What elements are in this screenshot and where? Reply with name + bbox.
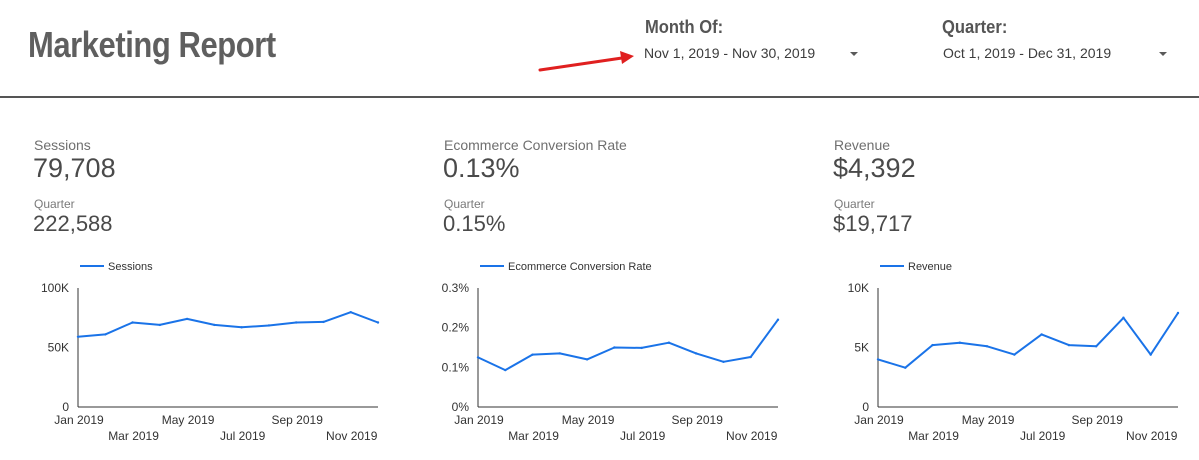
data-point (667, 341, 671, 344)
x-tick-label: Jul 2019 (220, 429, 266, 443)
kpi-sublabel: Quarter (834, 197, 875, 211)
kpi-value: 0.13% (443, 153, 520, 183)
data-point (349, 310, 352, 314)
data-point (213, 323, 216, 327)
data-point (240, 326, 243, 329)
sessions-line-chart: Sessions 0 50K 100K Jan 2019 Mar 2019 May 2019… (20, 250, 390, 455)
data-point (1149, 353, 1152, 356)
kpi-sublabel: Quarter (34, 197, 75, 211)
data-point (613, 346, 616, 349)
series-line (477, 319, 779, 372)
kpi-value: 79,708 (33, 153, 116, 183)
x-tick-label: Jan 2019 (54, 413, 104, 427)
data-point (749, 355, 752, 359)
data-point (504, 368, 507, 372)
page-title: Marketing Report (28, 24, 276, 65)
data-point (322, 320, 325, 324)
annotation-arrow-icon (538, 51, 634, 72)
data-point (958, 341, 962, 344)
data-point (158, 323, 162, 327)
x-tick-label: May 2019 (562, 413, 615, 427)
data-point (1067, 343, 1071, 347)
x-tick-label: Nov 2019 (1126, 429, 1178, 443)
x-tick-label: Jan 2019 (854, 413, 904, 427)
month-filter-dropdown[interactable]: Nov 1, 2019 - Nov 30, 2019 (640, 42, 865, 66)
quarter-filter-dropdown[interactable]: Oct 1, 2019 - Dec 31, 2019 (940, 42, 1170, 66)
chevron-down-icon (1159, 52, 1167, 56)
quarter-filter-value: Oct 1, 2019 - Dec 31, 2019 (943, 45, 1112, 61)
month-filter-value: Nov 1, 2019 - Nov 30, 2019 (644, 45, 816, 61)
data-point (76, 335, 80, 338)
conversion-rate-chart-svg: Ecommerce Conversion Rate 0% 0.1% 0.2% 0.3% J… (442, 261, 780, 443)
x-tick-label: May 2019 (962, 413, 1015, 427)
quarter-filter-label: Quarter: (942, 17, 1008, 37)
x-tick-label: Sep 2019 (1071, 413, 1123, 427)
kpi-subvalue: 0.15% (443, 211, 506, 236)
kpi-sublabel: Quarter (444, 197, 485, 211)
kpi-value: $4,392 (833, 153, 916, 183)
x-tick-label: Nov 2019 (326, 429, 378, 443)
data-point (1094, 345, 1098, 348)
legend-label: Ecommerce Conversion Rate (508, 261, 652, 273)
data-point (1013, 353, 1016, 356)
y-tick-label: 10K (848, 281, 869, 295)
y-tick-label: 0.1% (442, 360, 470, 374)
kpi-label: Ecommerce Conversion Rate (444, 137, 627, 153)
y-tick-label: 100K (41, 281, 69, 295)
kpi-subvalue: 222,588 (33, 211, 113, 236)
data-point (476, 356, 480, 359)
data-point (267, 324, 271, 327)
data-point (185, 317, 189, 321)
legend-label: Sessions (108, 261, 153, 273)
data-point (131, 321, 134, 324)
y-tick-label: 0% (452, 400, 470, 414)
data-point (558, 352, 562, 355)
month-filter-label: Month Of: (645, 17, 724, 37)
data-point (640, 346, 643, 350)
kpi-label: Revenue (834, 137, 891, 153)
series-line (877, 312, 1179, 369)
y-tick-label: 0 (62, 400, 69, 414)
x-tick-label: Jul 2019 (620, 429, 666, 443)
kpi-subvalue: $19,717 (833, 211, 913, 236)
x-tick-label: Mar 2019 (108, 429, 159, 443)
kpi-label: Sessions (34, 137, 91, 153)
data-point (904, 366, 907, 369)
data-point (585, 358, 589, 361)
data-point (694, 352, 698, 355)
x-tick-label: Sep 2019 (671, 413, 723, 427)
x-tick-label: Sep 2019 (271, 413, 323, 427)
y-tick-label: 5K (854, 341, 869, 355)
x-tick-label: Jan 2019 (454, 413, 504, 427)
chevron-down-icon (850, 52, 858, 56)
x-tick-label: Jul 2019 (1020, 429, 1066, 443)
legend-label: Revenue (908, 261, 952, 273)
x-tick-label: Mar 2019 (508, 429, 559, 443)
data-point (294, 321, 298, 324)
x-tick-label: Mar 2019 (908, 429, 959, 443)
data-point (104, 333, 107, 336)
data-point (876, 358, 880, 361)
conversion-rate-line-chart: Ecommerce Conversion Rate 0% 0.1% 0.2% 0.3% J… (420, 250, 790, 455)
data-point (931, 343, 934, 347)
y-tick-label: 0.3% (442, 281, 470, 295)
data-point (985, 345, 989, 348)
data-point (1040, 333, 1043, 336)
data-point (776, 318, 780, 321)
data-point (531, 353, 534, 356)
x-tick-label: Nov 2019 (726, 429, 778, 443)
data-point (1176, 311, 1180, 315)
header-divider (0, 96, 1199, 98)
data-point (1122, 316, 1125, 319)
revenue-line-chart: Revenue 0 5K 10K Jan 2019 Mar 2019 May 2019 Jul… (820, 250, 1190, 455)
y-tick-label: 0.2% (442, 321, 470, 335)
data-point (376, 321, 380, 324)
data-point (722, 360, 725, 363)
y-tick-label: 50K (48, 341, 69, 355)
y-tick-label: 0 (862, 400, 869, 414)
series-line (77, 311, 379, 338)
x-tick-label: May 2019 (162, 413, 215, 427)
